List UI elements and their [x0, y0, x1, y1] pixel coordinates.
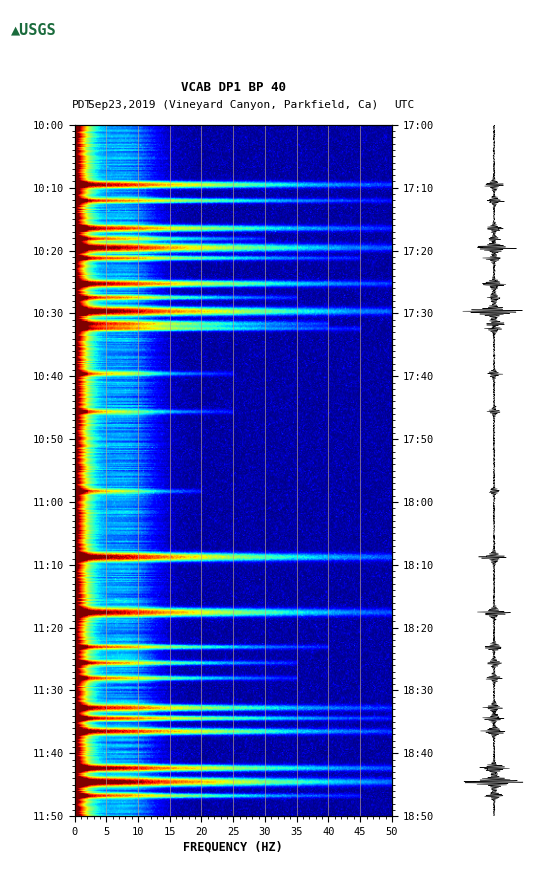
- Text: VCAB DP1 BP 40: VCAB DP1 BP 40: [181, 80, 286, 94]
- Text: PDT: PDT: [72, 100, 92, 110]
- Text: UTC: UTC: [395, 100, 415, 110]
- Text: ▲USGS: ▲USGS: [11, 22, 57, 37]
- Text: Sep23,2019 (Vineyard Canyon, Parkfield, Ca): Sep23,2019 (Vineyard Canyon, Parkfield, …: [88, 100, 378, 110]
- X-axis label: FREQUENCY (HZ): FREQUENCY (HZ): [183, 841, 283, 854]
